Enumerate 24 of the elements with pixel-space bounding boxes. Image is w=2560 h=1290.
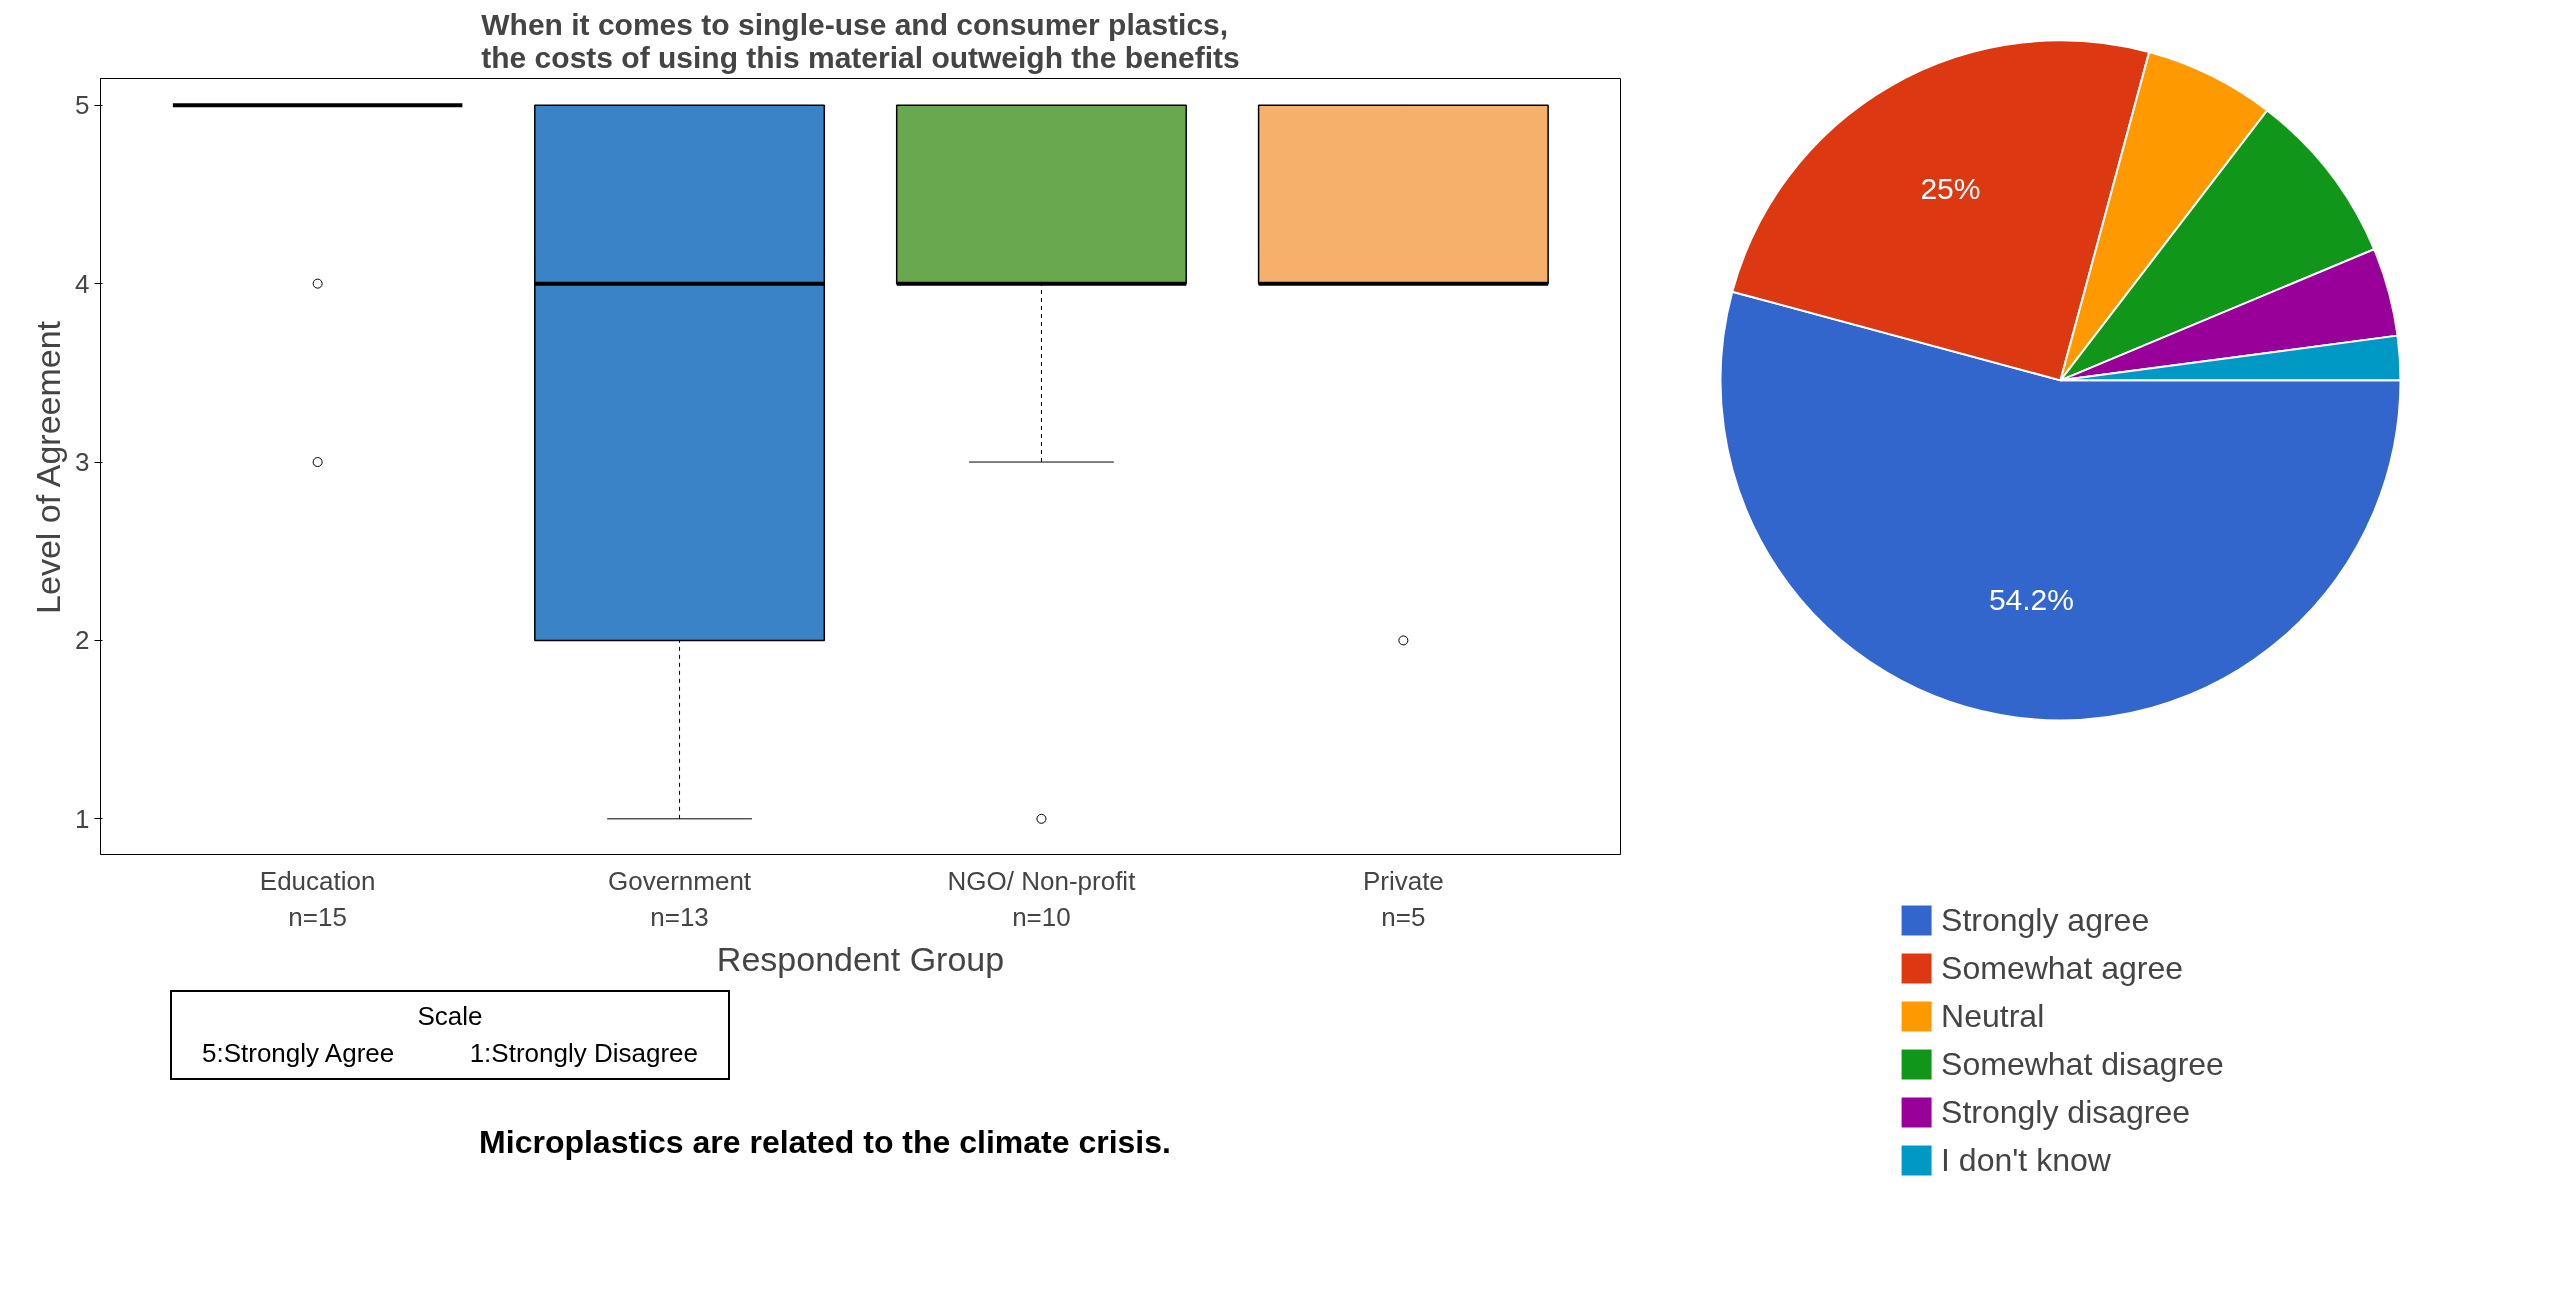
text: Scale <box>416 1000 484 1033</box>
text: Microplastics are related to the climate crisis. <box>478 1123 1172 1162</box>
x-tick-label: Private n=5 <box>1362 865 1444 932</box>
x-tick-label: Education n=15 <box>259 865 376 932</box>
y-tick-label: 3 <box>75 447 90 478</box>
data-label: 54.2% <box>1988 582 2074 616</box>
x-axis-title: Respondent Group <box>716 939 1005 978</box>
legend-label: Strongly agree <box>1941 901 2150 939</box>
y-axis-title: Level of Agreement <box>29 320 68 614</box>
legend-label: Somewhat agree <box>1941 949 2184 987</box>
y-tick-label: 1 <box>75 803 90 834</box>
y-tick-label: 4 <box>75 268 90 299</box>
x-tick-label: Government n=13 <box>608 865 752 932</box>
legend-label: Neutral <box>1941 997 2045 1035</box>
legend-label: I don't know <box>1941 1141 2111 1179</box>
text: 1:Strongly Disagree <box>469 1037 698 1071</box>
y-tick-label: 2 <box>75 625 90 656</box>
legend-label: Somewhat disagree <box>1941 1045 2224 1083</box>
data-label: 25% <box>1920 172 1981 206</box>
chart-title: When it comes to single-use and consumer plastics, the costs of using this material outweigh the benefits <box>481 7 1240 74</box>
text: 5:Strongly Agree <box>202 1037 395 1071</box>
y-tick-label: 5 <box>75 90 90 121</box>
legend-label: Strongly disagree <box>1941 1093 2191 1131</box>
x-tick-label: NGO/ Non-profit n=10 <box>947 865 1137 932</box>
